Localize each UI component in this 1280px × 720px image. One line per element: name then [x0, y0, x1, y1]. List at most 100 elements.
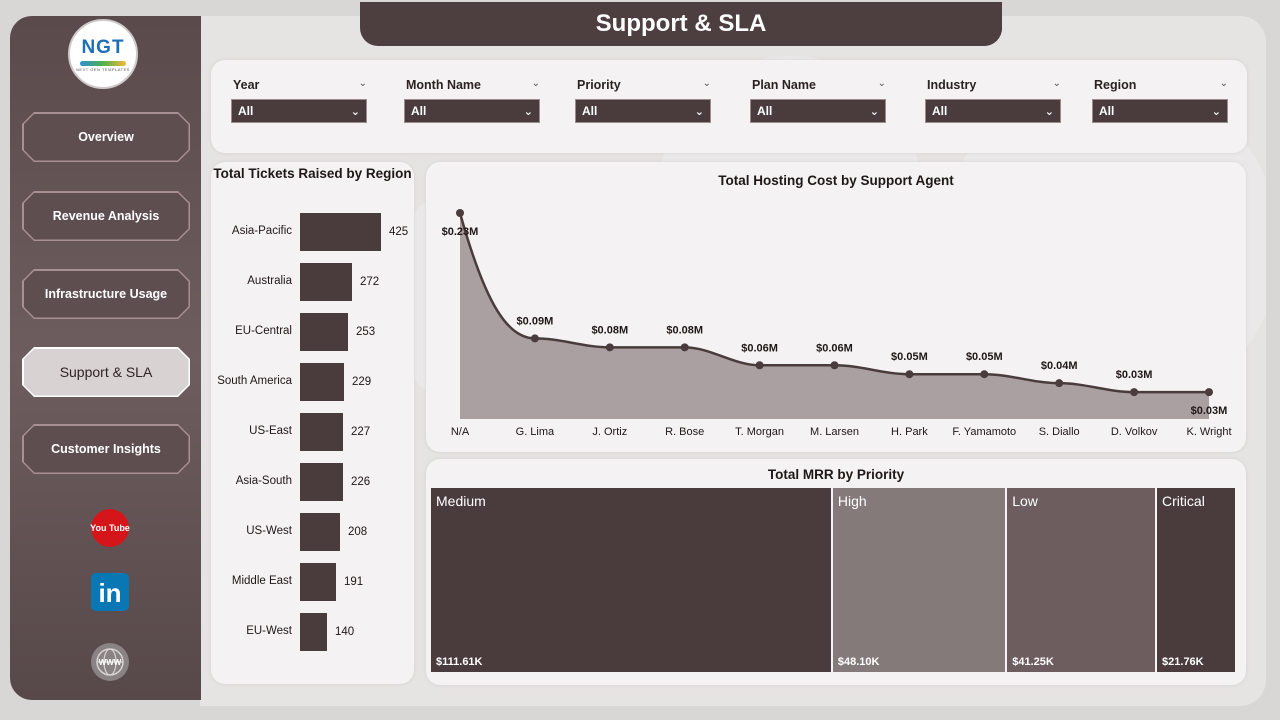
- linkedin-text: in: [98, 578, 121, 608]
- filter-label: Year: [233, 78, 260, 92]
- x-tick-label: S. Diallo: [1039, 426, 1080, 438]
- bar[interactable]: [300, 563, 336, 601]
- data-point[interactable]: [530, 334, 539, 343]
- bar[interactable]: [300, 213, 381, 251]
- data-point[interactable]: [755, 361, 764, 370]
- treemap-tile[interactable]: High $48.10K: [832, 488, 1006, 672]
- data-label: $0.06M: [741, 342, 778, 354]
- chevron-down-icon[interactable]: ⌄: [358, 78, 367, 89]
- chevron-down-icon: ⌄: [523, 105, 533, 118]
- nav-infrastructure-usage[interactable]: Infrastructure Usage: [22, 269, 190, 319]
- filter-year: Year ⌄ All ⌄: [231, 78, 367, 123]
- chart-title: Total Tickets Raised by Region: [213, 166, 412, 181]
- chevron-down-icon: ⌄: [350, 105, 360, 118]
- globe-icon[interactable]: WWW: [90, 642, 130, 682]
- treemap-tile[interactable]: Critical $21.76K: [1157, 488, 1235, 672]
- filter-value: All: [1099, 104, 1115, 118]
- nav-revenue-analysis[interactable]: Revenue Analysis: [22, 191, 190, 241]
- data-point[interactable]: [830, 361, 839, 370]
- data-label: $0.23M: [442, 226, 479, 238]
- tile-category-label: Low: [1012, 493, 1038, 509]
- bar-value-label: 227: [351, 426, 371, 438]
- filter-plan-select[interactable]: All ⌄: [750, 99, 886, 123]
- chevron-down-icon[interactable]: ⌄: [702, 78, 711, 89]
- bar-category-label: US-West: [246, 525, 292, 537]
- bar-category-label: EU-West: [246, 625, 292, 637]
- treemap-tile[interactable]: Medium $111.61K: [431, 488, 831, 672]
- data-label: $0.03M: [1116, 369, 1153, 381]
- bar[interactable]: [300, 413, 343, 451]
- logo-wave-icon: [80, 60, 126, 66]
- mrr-by-priority-card: Total MRR by Priority Medium $111.61K High…: [426, 459, 1246, 685]
- data-point[interactable]: [1055, 379, 1064, 388]
- filter-year-select[interactable]: All ⌄: [231, 99, 367, 123]
- x-tick-label: D. Volkov: [1111, 426, 1158, 438]
- nav-label: Infrastructure Usage: [44, 287, 168, 301]
- page-title-bar: Support & SLA: [360, 2, 1002, 46]
- series-line: [458, 212, 1209, 394]
- bar[interactable]: [300, 263, 352, 301]
- filter-industry-select[interactable]: All ⌄: [925, 99, 1061, 123]
- treemap-chart: Medium $111.61K High $48.10K Low $41.25K Criti…: [431, 488, 1235, 672]
- bar[interactable]: [300, 463, 343, 501]
- bar[interactable]: [300, 313, 348, 351]
- hosting-cost-card: Total Hosting Cost by Support Agent $0.2…: [426, 162, 1246, 452]
- chevron-down-icon[interactable]: ⌄: [531, 78, 540, 89]
- filter-value: All: [411, 104, 427, 118]
- tile-value-label: $21.76K: [1162, 656, 1204, 668]
- logo-subtext: NEXT GEN TEMPLATES: [76, 66, 130, 72]
- chevron-down-icon: ⌄: [1044, 105, 1054, 118]
- tile-value-label: $111.61K: [436, 656, 483, 668]
- chevron-down-icon[interactable]: ⌄: [877, 78, 886, 89]
- bar-category-label: Middle East: [231, 575, 292, 587]
- nav-label: Overview: [78, 130, 134, 144]
- x-tick-label: R. Bose: [665, 426, 704, 438]
- x-tick-label: G. Lima: [516, 426, 555, 438]
- data-label: $0.09M: [517, 315, 554, 327]
- bar[interactable]: [300, 513, 340, 551]
- bar[interactable]: [300, 363, 344, 401]
- bar-value-label: 229: [352, 376, 372, 388]
- line-chart: $0.23M N/A $0.09M G. Lima $0.08M J. Ortiz $0.0…: [442, 209, 1232, 438]
- filter-value: All: [932, 104, 948, 118]
- bar-value-label: 208: [348, 526, 368, 538]
- data-point[interactable]: [980, 370, 989, 379]
- filter-month-select[interactable]: All ⌄: [404, 99, 540, 123]
- data-label: $0.05M: [891, 351, 928, 363]
- nav-overview[interactable]: Overview: [22, 112, 190, 162]
- chevron-down-icon: ⌄: [1211, 105, 1221, 118]
- bar-value-label: 253: [356, 326, 376, 338]
- chevron-down-icon[interactable]: ⌄: [1052, 78, 1061, 89]
- chevron-down-icon: ⌄: [869, 105, 879, 118]
- nav-label: Revenue Analysis: [52, 209, 160, 223]
- treemap-tile[interactable]: Low $41.25K: [1007, 488, 1156, 672]
- filter-industry: Industry ⌄ All ⌄: [925, 78, 1061, 123]
- nav-support-sla[interactable]: Support & SLA: [22, 347, 190, 397]
- bar-category-label: Australia: [247, 275, 292, 287]
- logo: NGT NEXT GEN TEMPLATES: [68, 19, 138, 89]
- filter-priority-select[interactable]: All ⌄: [575, 99, 711, 123]
- youtube-icon[interactable]: You Tube: [90, 508, 130, 548]
- filter-label: Region: [1094, 78, 1137, 92]
- tile-category-label: Medium: [436, 493, 486, 509]
- data-point[interactable]: [456, 209, 464, 217]
- bar[interactable]: [300, 613, 327, 651]
- bar-category-label: EU-Central: [235, 325, 292, 337]
- filter-value: All: [582, 104, 598, 118]
- nav-customer-insights[interactable]: Customer Insights: [22, 424, 190, 474]
- x-tick-label: T. Morgan: [735, 426, 784, 438]
- tile-value-label: $41.25K: [1012, 656, 1054, 668]
- data-point[interactable]: [1205, 388, 1213, 397]
- filter-value: All: [757, 104, 773, 118]
- data-point[interactable]: [1130, 388, 1139, 397]
- linkedin-icon[interactable]: in: [90, 572, 130, 612]
- data-label: $0.08M: [591, 324, 628, 336]
- filter-value: All: [238, 104, 254, 118]
- data-point[interactable]: [905, 370, 914, 379]
- nav-label: Support & SLA: [59, 364, 153, 380]
- bar-category-label: Asia-South: [235, 475, 292, 487]
- data-point[interactable]: [605, 343, 614, 352]
- chevron-down-icon[interactable]: ⌄: [1219, 78, 1228, 89]
- data-point[interactable]: [680, 343, 689, 352]
- filter-region-select[interactable]: All ⌄: [1092, 99, 1228, 123]
